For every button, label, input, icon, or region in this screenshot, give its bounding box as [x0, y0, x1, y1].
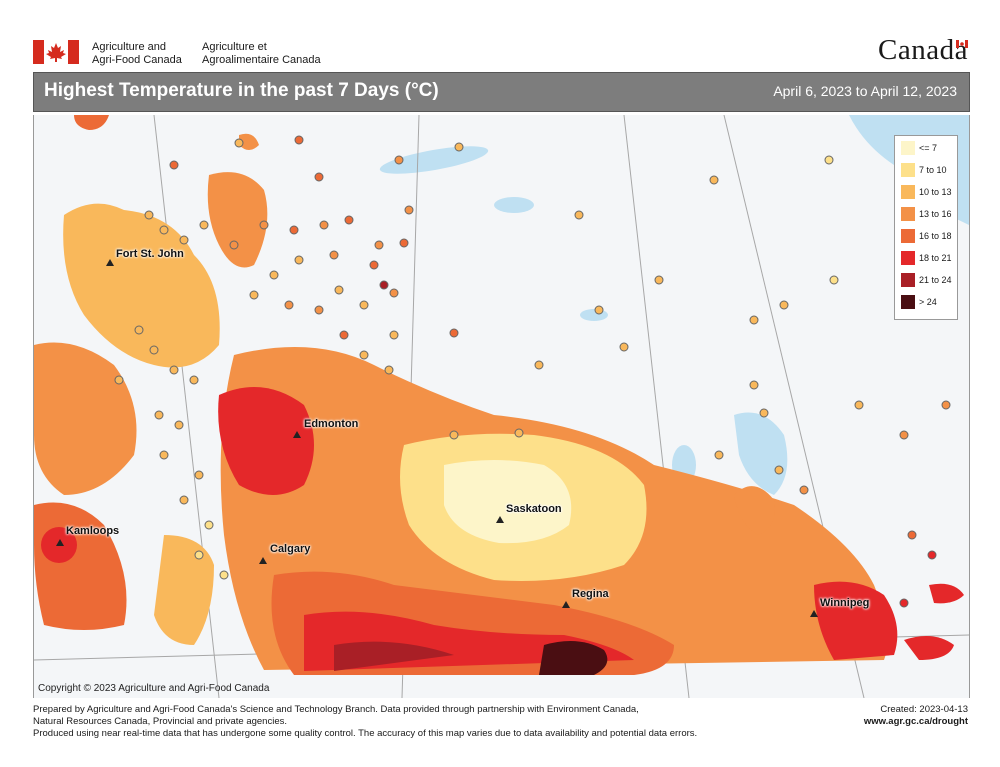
department-name-fr: Agriculture et Agroalimentaire Canada: [202, 41, 321, 66]
legend-item: 13 to 16: [901, 205, 955, 223]
footer-line: Natural Resources Canada, Provincial and…: [33, 716, 287, 727]
legend-label: <= 7: [919, 143, 938, 153]
footer-meta: Created: 2023-04-13 www.agr.gc.ca/drough…: [864, 704, 968, 728]
legend-label: 21 to 24: [919, 275, 952, 285]
footer-line: Prepared by Agriculture and Agri-Food Ca…: [33, 704, 639, 715]
city-label: Edmonton: [304, 418, 359, 430]
legend-swatch: [901, 229, 915, 243]
wordmark-flag-icon: [956, 40, 968, 48]
canada-wordmark: Canada: [878, 34, 968, 67]
legend-item: > 24: [901, 293, 955, 311]
map-copyright: Copyright © 2023 Agriculture and Agri-Fo…: [38, 683, 270, 694]
legend-swatch: [901, 207, 915, 221]
legend-item: 16 to 18: [901, 227, 955, 245]
legend-swatch: [901, 141, 915, 155]
city-label: Calgary: [270, 543, 311, 555]
legend-swatch: [901, 163, 915, 177]
city-markers: [56, 259, 818, 617]
legend-label: 18 to 21: [919, 253, 952, 263]
legend: <= 7 7 to 10 10 to 13 13 to 16 16 to 18 …: [894, 135, 958, 320]
footer-credits: Prepared by Agriculture and Agri-Food Ca…: [33, 704, 773, 740]
map-title: Highest Temperature in the past 7 Days (…: [44, 80, 439, 101]
website-link[interactable]: www.agr.gc.ca/drought: [863, 716, 968, 727]
city-label: Regina: [572, 588, 609, 600]
legend-label: 10 to 13: [919, 187, 952, 197]
header: Agriculture and Agri-Food Canada Agricul…: [0, 0, 1000, 70]
legend-item: 21 to 24: [901, 271, 955, 289]
legend-label: 7 to 10: [919, 165, 947, 175]
canada-flag-icon: [33, 40, 79, 64]
date-range: April 6, 2023 to April 12, 2023: [773, 83, 957, 99]
legend-label: 16 to 18: [919, 231, 952, 241]
department-name-en: Agriculture and Agri-Food Canada: [92, 41, 182, 66]
title-bar: Highest Temperature in the past 7 Days (…: [33, 72, 970, 112]
footer-line: Produced using near real-time data that …: [33, 728, 698, 739]
legend-label: > 24: [919, 297, 937, 307]
legend-item: 18 to 21: [901, 249, 955, 267]
legend-swatch: [901, 295, 915, 309]
legend-item: 7 to 10: [901, 161, 955, 179]
city-label: Fort St. John: [116, 248, 184, 260]
legend-item: <= 7: [901, 139, 955, 157]
legend-swatch: [901, 185, 915, 199]
city-label: Kamloops: [66, 525, 120, 537]
temperature-map[interactable]: Fort St. John Edmonton Kamloops Calgary …: [33, 115, 970, 698]
station-dots: [114, 135, 951, 608]
temperature-zones: [34, 115, 964, 675]
city-label: Saskatoon: [506, 503, 562, 515]
city-label: Winnipeg: [820, 597, 870, 609]
created-date: Created: 2023-04-13: [880, 704, 968, 715]
legend-label: 13 to 16: [919, 209, 952, 219]
legend-swatch: [901, 251, 915, 265]
legend-item: 10 to 13: [901, 183, 955, 201]
map-canvas: [34, 115, 969, 698]
legend-swatch: [901, 273, 915, 287]
wordmark-text: Canada: [878, 34, 968, 66]
